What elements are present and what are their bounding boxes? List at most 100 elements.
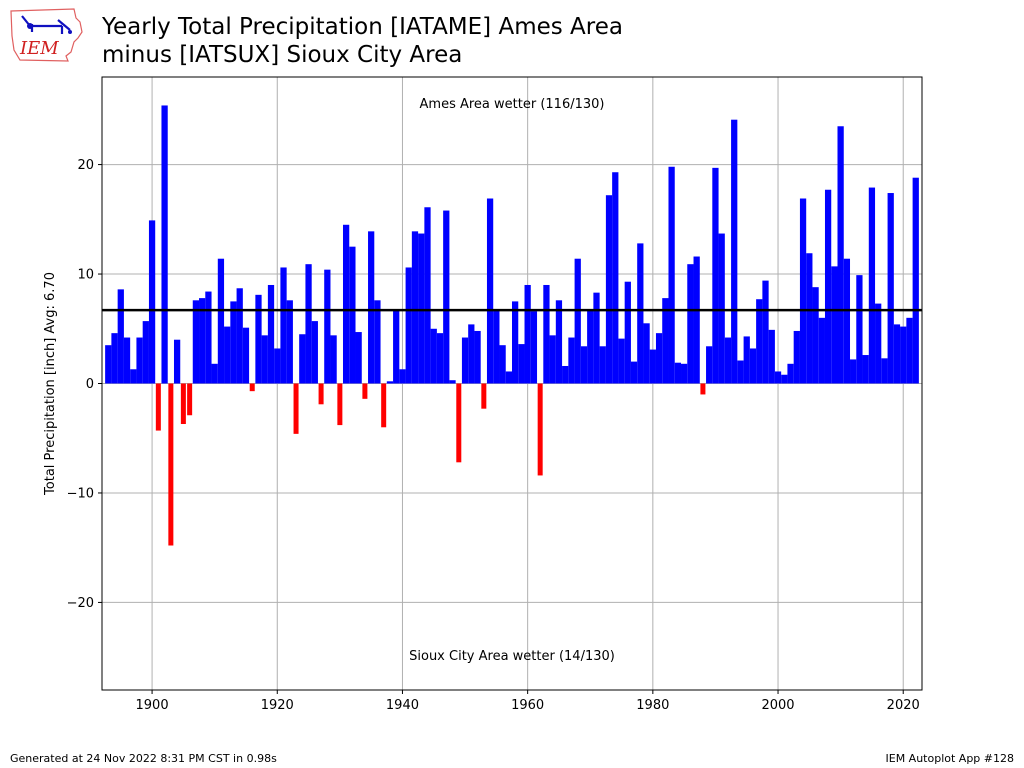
bar-1920 (274, 348, 281, 384)
bar-1925 (305, 264, 312, 384)
bar-1998 (762, 280, 769, 384)
bar-1976 (624, 281, 631, 384)
bar-1930 (337, 383, 343, 426)
x-tick-label: 1980 (636, 698, 669, 713)
bar-2000 (774, 371, 782, 384)
bar-1992 (724, 337, 732, 384)
bar-1917 (255, 294, 262, 384)
bar-2011 (843, 258, 851, 384)
bar-1929 (330, 335, 337, 384)
bar-1897 (130, 369, 137, 384)
bar-1899 (142, 321, 149, 384)
bar-1910 (211, 363, 218, 384)
bar-1968 (574, 258, 581, 384)
bar-1997 (756, 299, 763, 384)
bar-1979 (643, 323, 650, 384)
bar-1949 (456, 383, 462, 463)
bar-1954 (486, 198, 494, 384)
annotation-sioux-city-wetter: Sioux City Area wetter (14/130) (409, 649, 615, 664)
bar-1999 (768, 329, 775, 384)
y-tick-label: 0 (86, 377, 94, 392)
x-tick-label: 1940 (386, 698, 419, 713)
bar-1941 (405, 267, 412, 384)
bar-2006 (812, 287, 819, 384)
x-tick-label: 2020 (887, 698, 920, 713)
bar-2010 (837, 126, 844, 384)
bar-1945 (430, 328, 437, 384)
bar-1989 (706, 346, 713, 384)
bar-1902 (161, 105, 168, 384)
bar-1993 (731, 119, 738, 384)
bar-1952 (474, 330, 481, 384)
bar-1921 (280, 267, 287, 384)
bar-1923 (293, 383, 299, 434)
bar-1940 (399, 369, 406, 384)
bar-1975 (618, 338, 625, 384)
y-axis-label: Total Precipitation [inch] Avg: 6.70 (43, 272, 58, 496)
bar-2002 (787, 363, 794, 384)
bar-1956 (499, 345, 506, 384)
bar-1984 (674, 362, 682, 384)
bar-2001 (781, 374, 788, 384)
bar-1962 (537, 383, 543, 476)
bar-1947 (443, 210, 450, 384)
bar-1934 (362, 383, 368, 399)
bar-1994 (737, 360, 744, 384)
bar-2005 (806, 253, 813, 384)
bar-1964 (549, 335, 556, 384)
bar-1900 (148, 220, 156, 384)
bar-1955 (493, 310, 500, 384)
bar-1937 (381, 383, 387, 428)
bar-1913 (230, 301, 237, 384)
bar-1981 (655, 333, 663, 384)
bar-1971 (593, 292, 600, 384)
bar-2003 (793, 330, 800, 384)
bar-1933 (355, 332, 362, 384)
bar-1896 (123, 337, 131, 384)
bar-1957 (505, 371, 512, 384)
bar-1961 (530, 311, 538, 384)
bar-1903 (168, 383, 174, 546)
bar-1912 (224, 326, 231, 384)
bar-2018 (887, 193, 894, 384)
bar-1939 (393, 309, 400, 384)
bar-1974 (612, 172, 619, 384)
bar-1905 (180, 383, 186, 425)
x-tick-label: 2000 (761, 698, 794, 713)
bar-1958 (512, 301, 519, 384)
bar-1963 (543, 284, 550, 384)
bar-2021 (906, 317, 913, 384)
x-tick-label: 1900 (136, 698, 169, 713)
bar-1988 (700, 383, 706, 395)
y-tick-label: 20 (77, 158, 94, 173)
bar-2013 (856, 275, 863, 384)
bar-1967 (568, 337, 575, 384)
chart-title-line2: minus [IATSUX] Sioux City Area (102, 42, 463, 68)
bar-1936 (374, 300, 381, 384)
bar-2008 (824, 189, 832, 384)
bar-1991 (718, 233, 725, 384)
bar-1990 (712, 167, 719, 384)
bar-1938 (386, 381, 394, 384)
bar-1987 (693, 256, 700, 384)
bar-1901 (155, 383, 161, 431)
bar-1973 (605, 195, 613, 384)
bar-2015 (868, 187, 876, 384)
y-tick-label: −10 (67, 486, 94, 501)
bar-1950 (461, 337, 469, 384)
bar-1983 (668, 166, 675, 384)
y-tick-label: −20 (67, 596, 94, 611)
bar-1893 (105, 345, 112, 384)
y-tick-label: 10 (77, 268, 94, 283)
bar-1898 (136, 337, 143, 384)
footer-app-id: IEM Autoplot App #128 (885, 752, 1015, 765)
bar-1944 (424, 207, 431, 384)
bar-2016 (875, 303, 882, 384)
x-tick-label: 1960 (511, 698, 544, 713)
bar-1951 (468, 324, 475, 384)
bar-1919 (267, 284, 275, 384)
bar-1931 (342, 224, 350, 384)
logo-text: IEM (19, 38, 59, 59)
bar-1996 (749, 348, 757, 384)
bar-1970 (587, 310, 594, 384)
